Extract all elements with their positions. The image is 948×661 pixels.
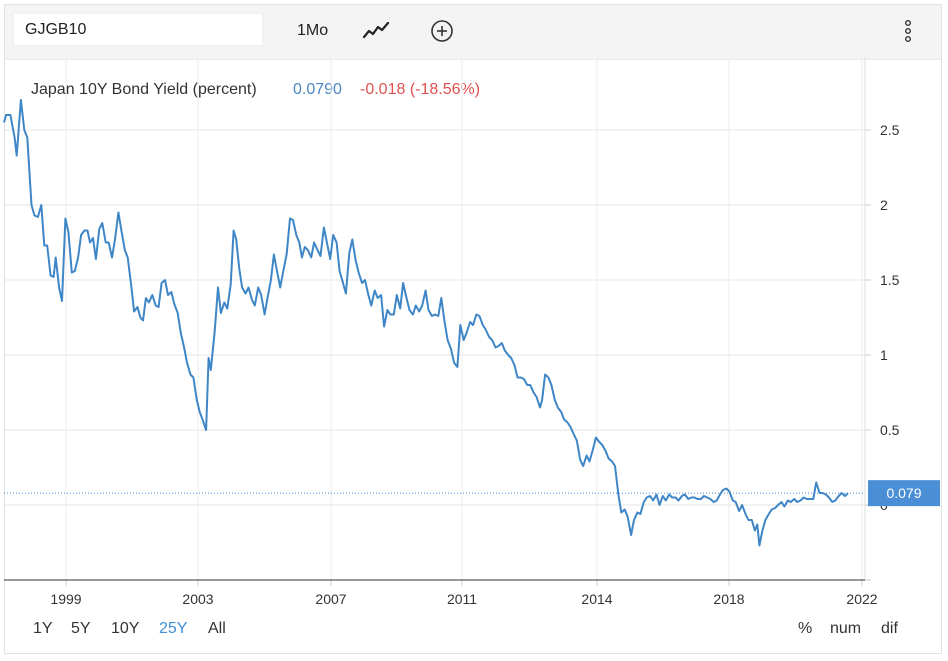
line-chart-icon[interactable] xyxy=(362,20,390,42)
range-all-button[interactable]: All xyxy=(208,620,226,637)
chart-widget: GJGB10 1Mo Japan 10Y Bond Yield (percent… xyxy=(4,4,942,654)
y-tick-label: 2 xyxy=(880,197,888,213)
x-tick-label: 2014 xyxy=(581,591,612,607)
range-1y-button[interactable]: 1Y xyxy=(33,620,53,637)
x-tick-label: 2022 xyxy=(846,591,877,607)
mode-dif-button[interactable]: dif xyxy=(881,620,898,637)
plus-circle-icon[interactable] xyxy=(429,18,455,44)
vertical-dots-icon[interactable] xyxy=(902,17,914,45)
mode-percent-button[interactable]: % xyxy=(798,620,813,637)
series-line xyxy=(3,99,849,547)
range-25y-button[interactable]: 25Y xyxy=(159,620,188,637)
x-tick-label: 2018 xyxy=(713,591,744,607)
y-tick-label: 2.5 xyxy=(880,122,900,138)
symbol-input[interactable]: GJGB10 xyxy=(13,13,263,46)
last-value-label: 0.079 xyxy=(886,485,921,501)
y-tick-label: 0.5 xyxy=(880,422,900,438)
x-tick-label: 2007 xyxy=(315,591,346,607)
last-value-box xyxy=(868,480,940,507)
series-change: -0.018 (-18.56%) xyxy=(360,81,481,98)
x-tick-label: 2011 xyxy=(447,591,477,607)
series-name: Japan 10Y Bond Yield (percent) xyxy=(31,81,257,98)
range-10y-button[interactable]: 10Y xyxy=(111,620,140,637)
y-tick-label: 1 xyxy=(880,347,888,363)
interval-selector[interactable]: 1Mo xyxy=(297,22,329,39)
x-tick-label: 2003 xyxy=(182,591,213,607)
mode-num-button[interactable]: num xyxy=(830,620,862,637)
y-tick-label: 1.5 xyxy=(880,272,900,288)
toolbar: GJGB10 1Mo xyxy=(5,5,941,60)
range-5y-button[interactable]: 5Y xyxy=(71,620,91,637)
series-value: 0.0790 xyxy=(293,81,342,98)
x-tick-label: 1999 xyxy=(50,591,81,607)
